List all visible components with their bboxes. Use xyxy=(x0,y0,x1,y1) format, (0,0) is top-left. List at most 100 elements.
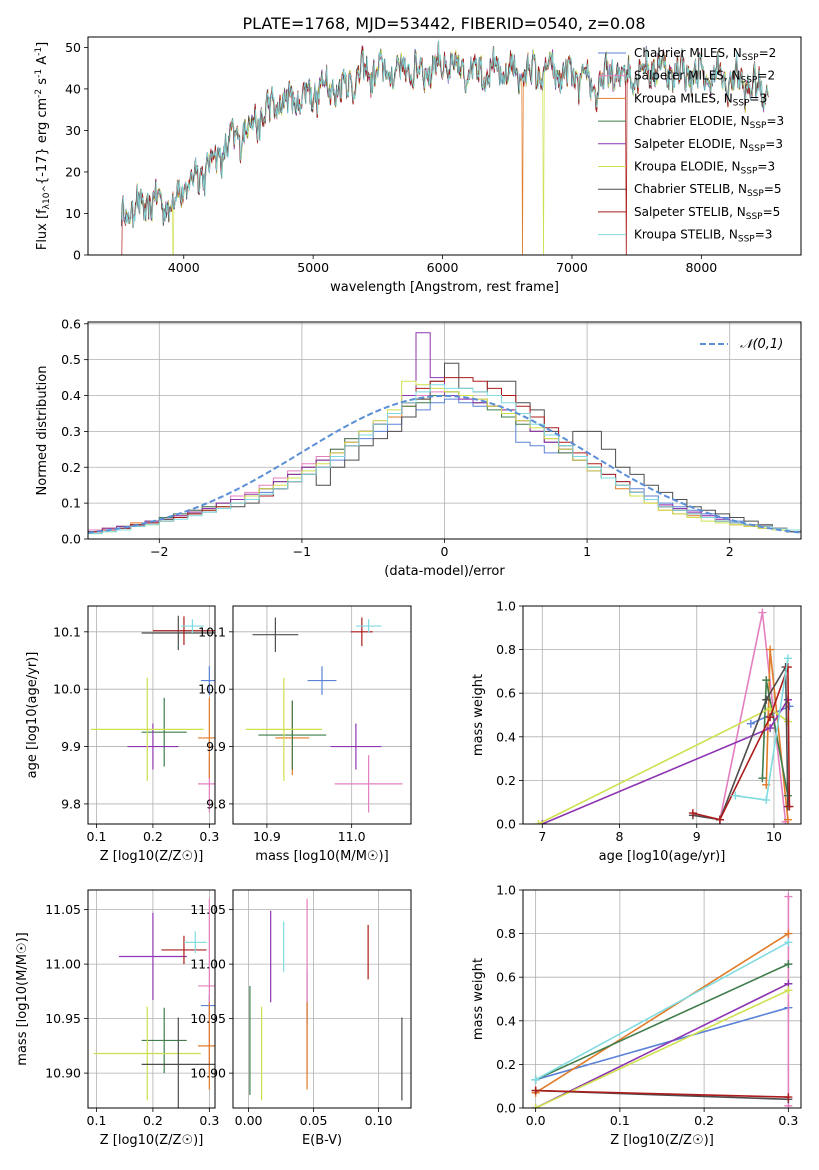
errorbar-point xyxy=(334,755,403,813)
weight-marker xyxy=(762,695,771,704)
label-part: age [log10(age/yr)] xyxy=(599,849,726,864)
x-tick-label: 0.10 xyxy=(365,1113,393,1128)
plot-area xyxy=(93,898,215,1108)
y-tick-label: 0.6 xyxy=(61,316,81,331)
weight-marker xyxy=(758,774,767,783)
weight-marker xyxy=(785,802,794,811)
y-tick-label: 0.8 xyxy=(496,926,516,941)
weight-marker xyxy=(784,892,793,901)
plot-area xyxy=(88,332,801,535)
y-tick-label: 9.9 xyxy=(61,739,81,754)
panel-weight-vs-age: 7 8 9 10 0.0 0.2 0.4 0.6 0.8 1.0 age [log10(age/yr… xyxy=(471,599,802,864)
weight-marker xyxy=(531,1104,540,1108)
legend-entry: Kroupa STELIB, NSSP=3 xyxy=(634,228,772,245)
legend-entry: Salpeter STELIB, NSSP=5 xyxy=(634,205,780,222)
legend-nssp-value: =3 xyxy=(757,160,775,174)
legend-nssp-prefix: , N xyxy=(721,228,738,242)
weight-line xyxy=(535,1089,789,1098)
x-tick-label: 7000 xyxy=(556,260,588,275)
y-tick-label: 10 xyxy=(65,206,81,221)
weight-line xyxy=(535,982,789,1108)
weight-marker xyxy=(534,820,543,824)
y-tick-label: 11.00 xyxy=(190,957,226,972)
weight-marker xyxy=(783,654,792,663)
weight-marker xyxy=(762,796,771,805)
legend-series-name: Salpeter ELODIE xyxy=(634,137,732,151)
label-part: s xyxy=(35,78,50,89)
y-tick-label: 1.0 xyxy=(496,883,516,898)
errorbar-point xyxy=(258,700,327,770)
y-tick-label: 0.0 xyxy=(496,1101,516,1116)
weight-line xyxy=(535,963,789,1081)
x-tick-label: 0.3 xyxy=(199,1113,219,1128)
label-part: wavelength [Angstrom, rest frame] xyxy=(330,280,559,295)
axes-frame xyxy=(522,889,802,1109)
x-tick-label: 0.00 xyxy=(235,1113,263,1128)
x-tick-label: 6000 xyxy=(427,260,459,275)
x-tick-label: −1 xyxy=(293,544,311,559)
legend-nssp-sub: SSP xyxy=(738,235,755,245)
y-tick-label: 0.0 xyxy=(496,817,516,832)
label-part: (data-model)/error xyxy=(384,564,505,579)
label-part: A xyxy=(35,56,50,69)
plot-area xyxy=(90,615,215,813)
y-tick-label: 0.2 xyxy=(496,1057,516,1072)
panel-residual-hist: −2 −1 0 1 2 0.0 0.1 0.2 0.3 0.4 0.5 0.6 (data-model)… xyxy=(35,316,802,579)
legend-nssp-value: =2 xyxy=(757,69,775,83)
y-tick-label: 0.6 xyxy=(496,686,516,701)
x-tick-label: 0.3 xyxy=(778,1113,798,1128)
y-tick-label: 0.2 xyxy=(61,460,81,475)
label-part: mass weight xyxy=(471,958,486,1040)
legend-nssp-value: =5 xyxy=(764,182,782,196)
errorbar-point xyxy=(181,619,204,633)
label-part: E(B-V) xyxy=(302,1133,342,1148)
y-tick-label: 10.95 xyxy=(190,1011,226,1026)
panel-mass-vs-Z: 0.1 0.2 0.3 10.90 10.95 11.00 11.05 Z [log10(Z/… xyxy=(15,889,219,1148)
errorbar-point xyxy=(198,1002,215,1090)
x-axis-label: mass [log10(M/M☉)] xyxy=(255,849,388,864)
weight-marker xyxy=(766,645,775,654)
plot-area xyxy=(531,892,793,1108)
x-tick-label: 2 xyxy=(726,544,734,559)
weight-line xyxy=(535,1006,789,1081)
y-axis-label: Normed distribution xyxy=(35,366,50,496)
legend-nssp-value: =3 xyxy=(766,114,784,128)
label-part: mass weight xyxy=(471,674,486,756)
errorbar-point xyxy=(141,615,215,651)
label-part: ] xyxy=(35,42,50,47)
panel-age-vs-Z: 0.1 0.2 0.3 9.8 9.9 10.0 10.1 Z [log10(Z/Z☉)] ag… xyxy=(25,605,219,864)
weight-marker xyxy=(766,724,775,733)
x-tick-label: 0.1 xyxy=(87,1113,107,1128)
y-tick-label: 10.0 xyxy=(198,682,226,697)
axes-frame xyxy=(522,605,802,825)
legend-nssp-prefix: , N xyxy=(724,69,741,83)
x-axis-label: Z [log10(Z/Z☉)] xyxy=(100,849,204,864)
legend-series-name: Chabrier MILES xyxy=(634,46,725,60)
legend-entry: Salpeter ELODIE, NSSP=3 xyxy=(634,137,783,154)
legend-series-name: Kroupa ELODIE xyxy=(634,160,724,174)
plot-area xyxy=(534,608,794,824)
legend-nssp-prefix: , N xyxy=(730,182,747,196)
x-tick-label: 0.1 xyxy=(87,829,107,844)
legend-nssp-value: =3 xyxy=(755,228,773,242)
label-part: Z [log10(Z/Z☉)] xyxy=(100,849,204,864)
y-tick-label: 0.8 xyxy=(496,642,516,657)
x-axis-label: E(B-V) xyxy=(302,1133,342,1148)
y-tick-label: 11.00 xyxy=(45,957,81,972)
x-tick-label: 8000 xyxy=(685,260,717,275)
x-tick-label: 5000 xyxy=(297,260,329,275)
y-tick-label: 50 xyxy=(65,40,81,55)
legend-entry: Chabrier ELODIE, NSSP=3 xyxy=(634,114,784,131)
weight-marker xyxy=(784,929,793,938)
legend-entry: 𝒩(0,1) xyxy=(740,337,783,352)
legend-nssp-prefix: , N xyxy=(733,114,750,128)
weight-line xyxy=(535,989,789,1108)
y-tick-label: 0.4 xyxy=(496,729,516,744)
panel-spectrum: 4000 5000 6000 7000 8000 0 10 20 30 40 50 wavelengt… xyxy=(34,36,802,295)
x-axis-label: Z [log10(Z/Z☉)] xyxy=(100,1133,204,1148)
legend-entry: Kroupa ELODIE, NSSP=3 xyxy=(634,160,775,177)
label-part: Z [log10(Z/Z☉)] xyxy=(610,1133,714,1148)
y-tick-label: 10.0 xyxy=(53,682,81,697)
panel-mass-vs-ebv: 0.00 0.05 0.10 10.90 10.95 11.00 11.05 E(B-V) xyxy=(190,889,412,1148)
